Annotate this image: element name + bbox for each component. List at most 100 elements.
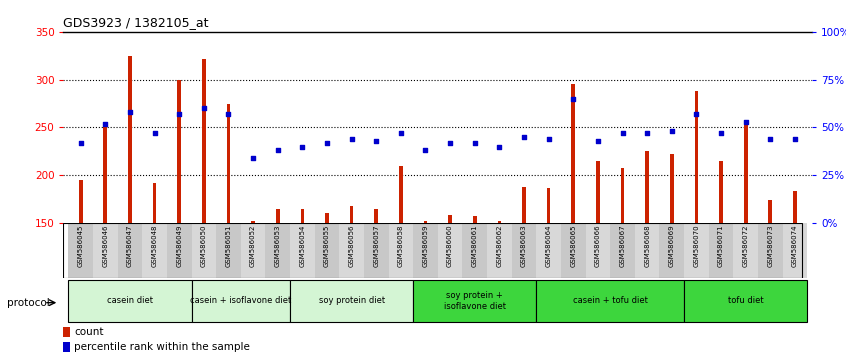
Point: [492, 144, 506, 149]
Bar: [571, 84, 575, 223]
Bar: [399, 166, 403, 223]
Point: [271, 148, 284, 153]
Point: [591, 138, 605, 144]
Text: GSM586045: GSM586045: [78, 225, 84, 267]
FancyBboxPatch shape: [191, 223, 216, 278]
Bar: [621, 167, 624, 223]
Bar: [325, 213, 329, 223]
FancyBboxPatch shape: [266, 223, 290, 278]
Point: [246, 155, 260, 161]
Text: GSM586054: GSM586054: [299, 225, 305, 267]
Bar: [276, 209, 279, 223]
Text: GSM586055: GSM586055: [324, 225, 330, 267]
Point: [542, 136, 556, 142]
Point: [788, 136, 802, 142]
FancyBboxPatch shape: [241, 223, 266, 278]
Point: [197, 105, 211, 111]
FancyBboxPatch shape: [660, 223, 684, 278]
Bar: [695, 91, 698, 223]
Point: [443, 140, 457, 145]
Point: [689, 111, 703, 117]
Text: GSM586051: GSM586051: [226, 225, 232, 267]
Text: count: count: [74, 327, 103, 337]
Point: [764, 136, 777, 142]
Text: GSM586073: GSM586073: [767, 225, 773, 267]
Point: [739, 119, 752, 125]
FancyBboxPatch shape: [315, 223, 339, 278]
Text: protocol: protocol: [7, 298, 50, 308]
Text: casein + isoflavone diet: casein + isoflavone diet: [190, 296, 291, 306]
Text: GSM586067: GSM586067: [619, 225, 625, 267]
FancyBboxPatch shape: [142, 223, 167, 278]
Bar: [178, 80, 181, 223]
FancyBboxPatch shape: [290, 223, 315, 278]
FancyBboxPatch shape: [634, 223, 660, 278]
Point: [665, 129, 678, 134]
Bar: [413, 280, 536, 321]
Bar: [424, 221, 427, 223]
FancyBboxPatch shape: [216, 223, 241, 278]
Point: [148, 130, 162, 136]
Text: casein diet: casein diet: [107, 296, 153, 306]
Text: GSM586059: GSM586059: [422, 225, 428, 267]
FancyBboxPatch shape: [536, 223, 561, 278]
FancyBboxPatch shape: [512, 223, 536, 278]
Text: GSM586053: GSM586053: [275, 225, 281, 267]
Point: [640, 130, 654, 136]
FancyBboxPatch shape: [339, 223, 364, 278]
Bar: [596, 161, 600, 223]
Text: GSM586066: GSM586066: [595, 225, 601, 267]
FancyBboxPatch shape: [118, 223, 142, 278]
Bar: [251, 221, 255, 223]
Point: [419, 148, 432, 153]
FancyBboxPatch shape: [610, 223, 634, 278]
Bar: [69, 280, 191, 321]
FancyBboxPatch shape: [758, 223, 783, 278]
Bar: [63, 342, 70, 353]
Bar: [375, 209, 378, 223]
Text: GSM586074: GSM586074: [792, 225, 798, 267]
FancyBboxPatch shape: [69, 223, 93, 278]
Point: [468, 140, 481, 145]
Bar: [793, 192, 797, 223]
Text: GSM586057: GSM586057: [373, 225, 379, 267]
Point: [124, 109, 137, 115]
FancyBboxPatch shape: [388, 223, 413, 278]
Point: [394, 130, 408, 136]
Bar: [191, 280, 290, 321]
Bar: [719, 161, 722, 223]
Bar: [473, 216, 476, 223]
Text: GSM586061: GSM586061: [472, 225, 478, 267]
FancyBboxPatch shape: [438, 223, 463, 278]
Bar: [645, 152, 649, 223]
Point: [98, 121, 112, 126]
Text: percentile rank within the sample: percentile rank within the sample: [74, 342, 250, 352]
Text: casein + tofu diet: casein + tofu diet: [573, 296, 648, 306]
Bar: [103, 127, 107, 223]
FancyBboxPatch shape: [364, 223, 388, 278]
Point: [714, 130, 728, 136]
Bar: [202, 59, 206, 223]
FancyBboxPatch shape: [487, 223, 512, 278]
Text: GSM586068: GSM586068: [644, 225, 650, 267]
FancyBboxPatch shape: [561, 223, 585, 278]
Text: GSM586065: GSM586065: [570, 225, 576, 267]
Text: GSM586047: GSM586047: [127, 225, 133, 267]
Bar: [290, 280, 413, 321]
Text: GSM586049: GSM586049: [176, 225, 182, 267]
Bar: [670, 154, 673, 223]
FancyBboxPatch shape: [684, 223, 709, 278]
Point: [295, 144, 309, 149]
Text: GSM586062: GSM586062: [497, 225, 503, 267]
Point: [74, 140, 87, 145]
Bar: [768, 200, 772, 223]
Bar: [128, 56, 132, 223]
Bar: [153, 183, 157, 223]
Bar: [79, 180, 83, 223]
Text: soy protein diet: soy protein diet: [319, 296, 385, 306]
Bar: [547, 188, 551, 223]
Text: GSM586052: GSM586052: [250, 225, 256, 267]
Bar: [349, 206, 354, 223]
Point: [616, 130, 629, 136]
Bar: [536, 280, 684, 321]
